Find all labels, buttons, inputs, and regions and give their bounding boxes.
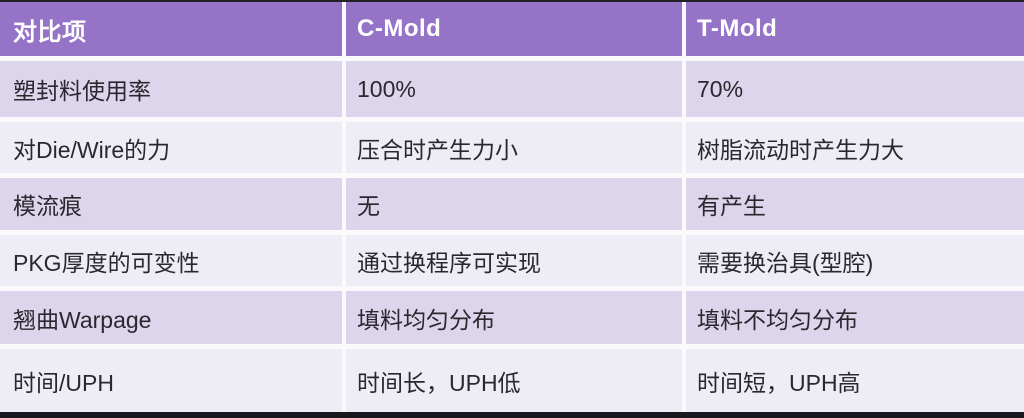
header-cell-c-mold: C-Mold — [346, 2, 682, 56]
t-mold-value-cell: 有产生 — [686, 178, 1024, 230]
c-mold-value-cell: 通过换程序可实现 — [346, 235, 682, 286]
row-label-cell: 对Die/Wire的力 — [0, 122, 342, 173]
c-mold-value-cell: 压合时产生力小 — [346, 122, 682, 173]
c-mold-value-cell: 无 — [346, 178, 682, 230]
row-label-cell: 翘曲Warpage — [0, 291, 342, 344]
t-mold-value-cell: 时间短，UPH高 — [686, 349, 1024, 412]
c-mold-value-cell: 时间长，UPH低 — [346, 349, 682, 412]
t-mold-value-cell: 70% — [686, 61, 1024, 117]
header-cell-compare-item: 对比项 — [0, 2, 342, 56]
t-mold-value-cell: 树脂流动时产生力大 — [686, 122, 1024, 173]
bottom-cropped-strip — [0, 412, 1024, 418]
row-label-cell: PKG厚度的可变性 — [0, 235, 342, 286]
header-cell-t-mold: T-Mold — [686, 2, 1024, 56]
top-border-line — [0, 0, 1024, 2]
c-mold-value-cell: 100% — [346, 61, 682, 117]
row-label-cell: 模流痕 — [0, 178, 342, 230]
t-mold-value-cell: 填料不均匀分布 — [686, 291, 1024, 344]
row-label-cell: 塑封料使用率 — [0, 61, 342, 117]
t-mold-value-cell: 需要换治具(型腔) — [686, 235, 1024, 286]
c-mold-value-cell: 填料均匀分布 — [346, 291, 682, 344]
row-label-cell: 时间/UPH — [0, 349, 342, 412]
